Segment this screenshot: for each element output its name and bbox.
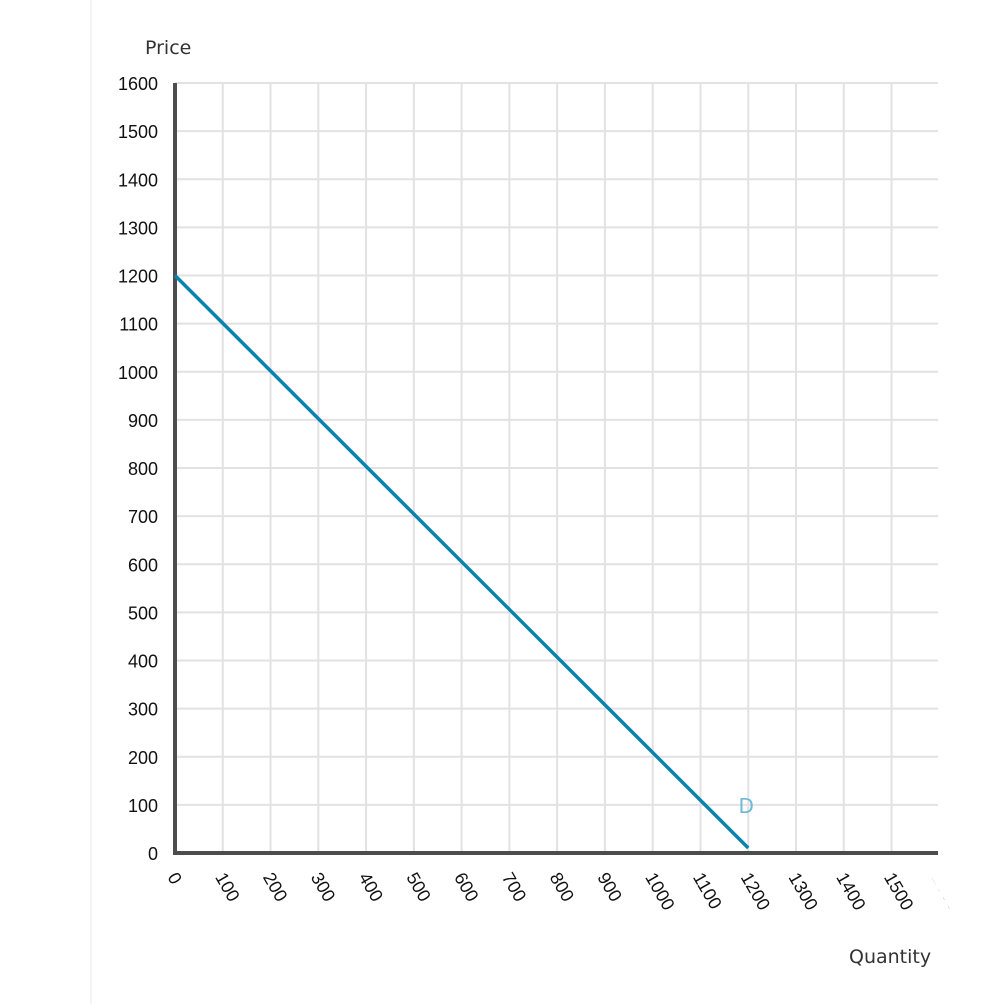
x-tick-label-clipped: 1600 bbox=[928, 869, 965, 914]
x-tick-label: 1500 bbox=[880, 869, 917, 914]
y-tick-label: 1600 bbox=[118, 74, 158, 94]
x-tick-label: 1400 bbox=[832, 869, 869, 914]
y-tick-label: 200 bbox=[128, 748, 158, 768]
axes bbox=[173, 83, 938, 855]
series-layer[interactable]: D bbox=[173, 274, 754, 850]
x-tick-label: 1200 bbox=[737, 869, 774, 914]
grid-lines bbox=[175, 82, 938, 853]
y-axis-ticks: 0 100 200 300 400 500 600 700 800 900 1000 1100 1200… bbox=[118, 74, 158, 864]
x-tick-label: 200 bbox=[259, 869, 291, 905]
x-tick-label: 400 bbox=[355, 869, 387, 905]
y-axis-title: Price bbox=[145, 37, 192, 59]
y-tick-label: 1500 bbox=[118, 122, 158, 142]
y-tick-label: 1300 bbox=[118, 218, 158, 238]
demand-curve-label: D bbox=[739, 794, 754, 818]
y-tick-label: 1000 bbox=[118, 363, 158, 383]
y-tick-label: 900 bbox=[128, 411, 158, 431]
y-tick-label: 600 bbox=[128, 555, 158, 575]
y-tick-label: 1200 bbox=[118, 267, 158, 287]
x-tick-label: 1000 bbox=[641, 869, 678, 914]
x-tick-label: 700 bbox=[498, 869, 530, 905]
x-tick-label: 300 bbox=[307, 869, 339, 905]
x-tick-label: 800 bbox=[546, 869, 578, 905]
y-tick-label: 300 bbox=[128, 700, 158, 720]
x-tick-label: 1300 bbox=[785, 869, 822, 914]
y-tick-label: 1400 bbox=[118, 170, 158, 190]
y-tick-label: 700 bbox=[128, 507, 158, 527]
x-tick-label: 600 bbox=[450, 869, 482, 905]
x-tick-label: 0 bbox=[164, 869, 186, 888]
x-tick-label: 500 bbox=[402, 869, 434, 905]
x-tick-label: 900 bbox=[593, 869, 625, 905]
x-tick-label: 1100 bbox=[689, 869, 726, 913]
y-tick-label: 0 bbox=[148, 844, 158, 864]
y-tick-label: 400 bbox=[128, 652, 158, 672]
x-axis-ticks: 0 100 200 300 400 500 600 700 800 900 1000 1100 1200… bbox=[164, 869, 966, 914]
y-tick-label: 1100 bbox=[119, 315, 158, 335]
x-axis-title: Quantity bbox=[849, 946, 932, 968]
x-tick-label: 100 bbox=[211, 869, 243, 905]
panel-divider bbox=[90, 0, 92, 1004]
demand-curve-line[interactable] bbox=[173, 274, 750, 850]
y-tick-label: 500 bbox=[128, 603, 158, 623]
y-tick-label: 800 bbox=[128, 459, 158, 479]
y-tick-label: 100 bbox=[128, 796, 158, 816]
